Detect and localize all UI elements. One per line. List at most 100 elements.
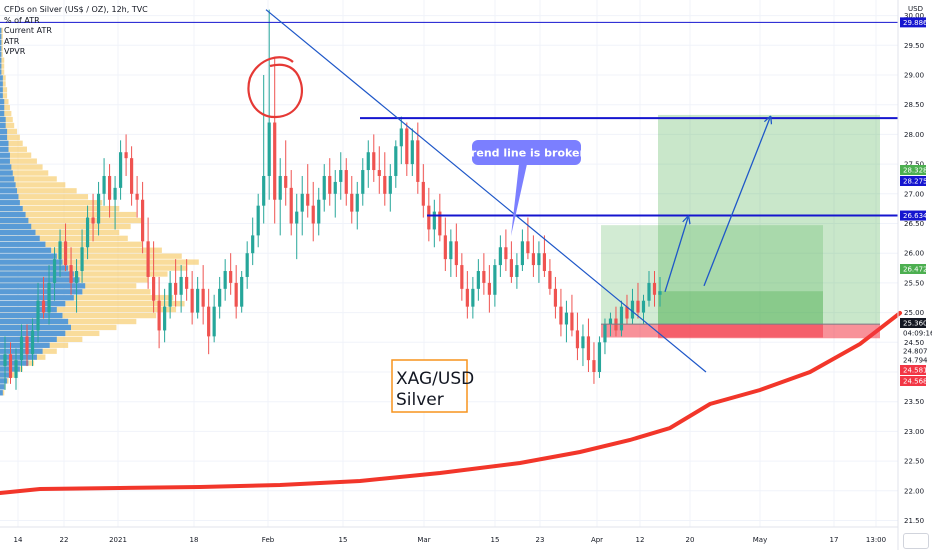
volume-bar-up bbox=[0, 182, 16, 188]
candle-body bbox=[465, 288, 469, 307]
candle-body bbox=[548, 271, 552, 289]
candle-body bbox=[443, 235, 447, 260]
volume-bar-up bbox=[0, 170, 13, 176]
price-tick-label: 27.00 bbox=[904, 190, 924, 198]
price-label-tag bbox=[900, 17, 926, 28]
candle-body bbox=[262, 175, 266, 206]
candle-body bbox=[570, 312, 574, 331]
candle-body bbox=[300, 193, 304, 212]
volume-bar-total bbox=[0, 235, 128, 242]
candle-body bbox=[581, 336, 585, 349]
open-profit-zone bbox=[658, 291, 823, 325]
callout-bubble bbox=[472, 140, 581, 165]
candle-body bbox=[586, 336, 591, 361]
volume-bar-total bbox=[0, 265, 188, 271]
volume-bar-up bbox=[0, 188, 18, 194]
candle-body bbox=[74, 271, 79, 283]
time-tick-label: 14 bbox=[14, 536, 23, 544]
candle-body bbox=[36, 300, 40, 331]
volume-bar-up bbox=[0, 93, 3, 99]
volume-bar-up bbox=[0, 45, 2, 51]
chart-legend: CFDs on Silver (US$ / OZ), 12h, TVC % of… bbox=[4, 5, 148, 58]
price-axis: 21.5022.0022.5023.0023.5024.0024.5025.00… bbox=[897, 0, 932, 550]
candle-body bbox=[476, 271, 480, 289]
candle-body bbox=[245, 253, 249, 277]
volume-bar-up bbox=[0, 277, 80, 283]
price-tick-label: 29.00 bbox=[904, 72, 924, 80]
volume-bar-up bbox=[0, 318, 69, 325]
candle-body bbox=[152, 276, 156, 301]
volume-bar-up bbox=[0, 235, 40, 242]
candle-body bbox=[146, 241, 150, 277]
price-tick-label: 28.50 bbox=[904, 101, 924, 109]
candle-body bbox=[575, 330, 580, 349]
candle-body bbox=[471, 288, 475, 307]
volume-bar-up bbox=[0, 306, 57, 313]
price-label-text: 24.568 bbox=[903, 378, 928, 386]
price-tick-label: 30.00 bbox=[904, 12, 924, 20]
candle-body bbox=[201, 288, 205, 307]
volume-bar-up bbox=[0, 217, 29, 224]
volume-bar-total bbox=[0, 182, 66, 188]
candle-body bbox=[438, 211, 442, 236]
candle-body bbox=[487, 282, 491, 295]
candle-body bbox=[344, 170, 348, 194]
legend-indicator[interactable]: ATR bbox=[4, 36, 20, 46]
candle-body bbox=[190, 288, 194, 313]
price-label-text: 24.581 bbox=[903, 367, 928, 375]
volume-bar-up bbox=[0, 99, 5, 105]
candle-body bbox=[509, 259, 513, 277]
volume-bar-total bbox=[0, 306, 177, 313]
price-label-text: 24.794 bbox=[903, 357, 928, 365]
candle-body bbox=[289, 187, 293, 224]
legend-indicator[interactable]: VPVR bbox=[4, 47, 26, 56]
time-tick-label: 20 bbox=[686, 536, 695, 544]
candle-body bbox=[537, 253, 541, 266]
candle-body bbox=[207, 306, 211, 337]
candle-body bbox=[482, 271, 486, 283]
legend-indicator[interactable]: Current ATR bbox=[4, 26, 52, 35]
legend-title[interactable]: CFDs on Silver (US$ / OZ), 12h, TVC bbox=[4, 5, 148, 14]
candle-body bbox=[223, 271, 227, 289]
candle-body bbox=[306, 193, 310, 206]
volume-bar-up bbox=[0, 372, 12, 378]
candle-body bbox=[619, 306, 624, 331]
candle-body bbox=[19, 336, 24, 361]
volume-bar-up bbox=[0, 360, 29, 366]
time-axis: 14 22 2021 18 Feb 15 Mar 15 23 Apr 12 20 May 17 13:00 bbox=[0, 526, 898, 544]
candle-body bbox=[52, 259, 57, 283]
price-axis-unit: USD bbox=[908, 5, 923, 13]
candle-body bbox=[107, 175, 112, 200]
candle-body bbox=[113, 187, 117, 200]
candle-body bbox=[174, 282, 178, 295]
candle-body bbox=[240, 276, 244, 307]
time-tick-label: 17 bbox=[830, 536, 839, 544]
volume-bar-up bbox=[0, 301, 66, 307]
price-tick-label: 25.00 bbox=[904, 309, 924, 317]
candle-body bbox=[542, 253, 547, 272]
candle-body bbox=[196, 288, 200, 313]
callout-pointer bbox=[511, 164, 527, 236]
candle-body bbox=[311, 205, 315, 224]
price-tick-label: 24.50 bbox=[904, 339, 924, 347]
volume-bar-up bbox=[0, 105, 5, 111]
legend-indicator[interactable]: % of ATR bbox=[4, 15, 40, 25]
volume-bar-up bbox=[0, 265, 69, 271]
price-tick-label: 26.50 bbox=[904, 220, 924, 228]
candle-body bbox=[388, 175, 392, 194]
volume-bar-total bbox=[0, 110, 12, 117]
price-label-tag bbox=[900, 346, 926, 356]
candle-body bbox=[91, 217, 95, 224]
instrument-label-box bbox=[391, 359, 468, 413]
price-label-tag bbox=[900, 165, 926, 175]
time-tick-label: 15 bbox=[339, 536, 348, 544]
chart-settings-button[interactable] bbox=[903, 533, 929, 549]
candle-body bbox=[96, 193, 101, 224]
candle-body bbox=[399, 128, 403, 147]
candle-body bbox=[14, 360, 18, 378]
candle-body bbox=[3, 354, 7, 367]
volume-bar-total bbox=[0, 271, 168, 277]
projection-arrow bbox=[664, 218, 688, 293]
